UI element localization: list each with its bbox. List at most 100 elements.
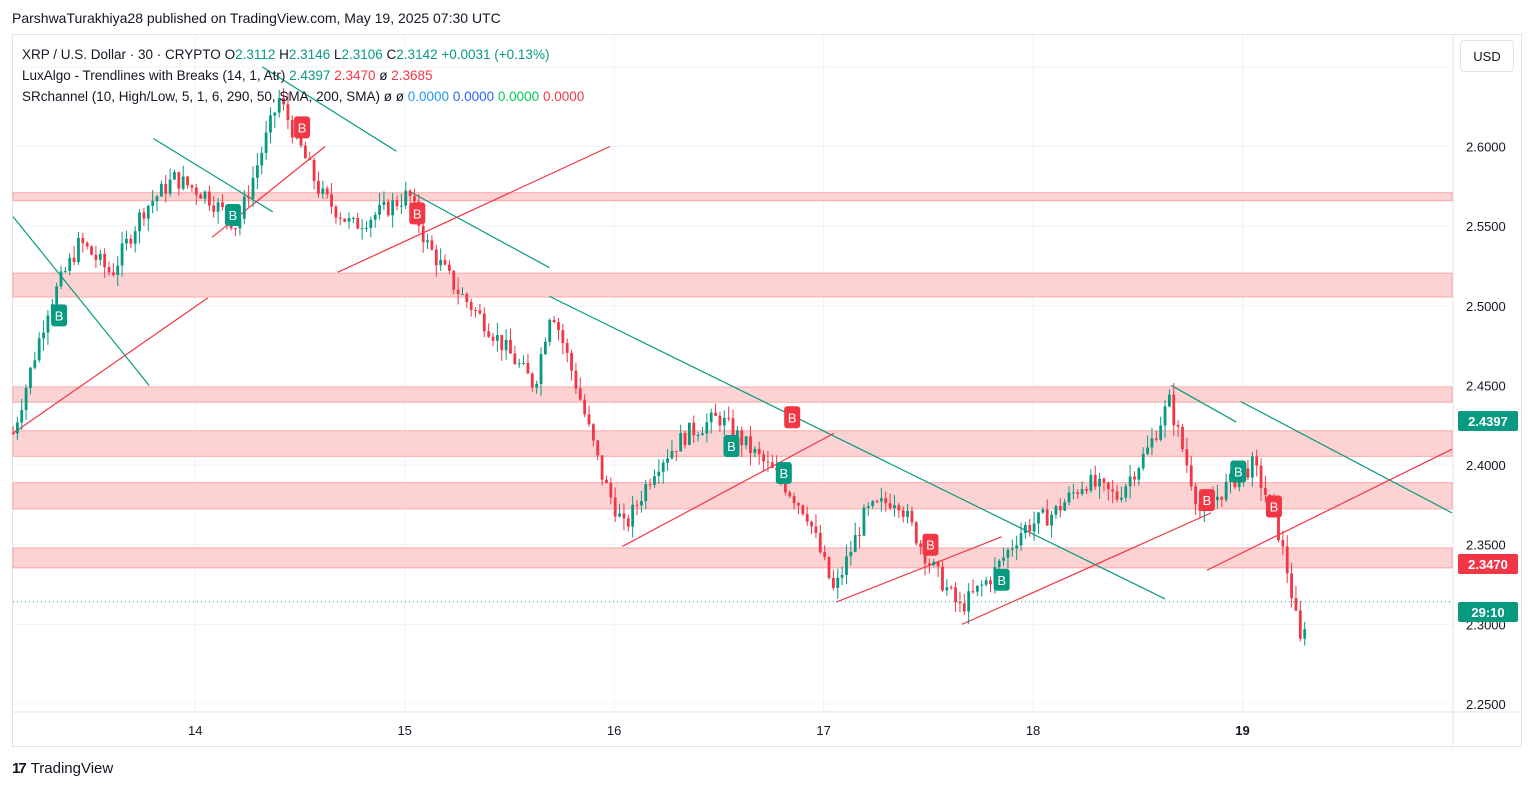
currency-button[interactable]: USD — [1460, 40, 1514, 72]
candle-body — [94, 254, 98, 260]
candle-body — [897, 505, 901, 511]
signal-badge-label: B — [55, 308, 64, 323]
candle-body — [735, 430, 739, 438]
luxalgo-row[interactable]: LuxAlgo - Trendlines with Breaks (14, 1,… — [22, 65, 584, 86]
high-value: 2.3146 — [288, 47, 331, 62]
candle-body — [72, 257, 76, 263]
candle-body — [718, 415, 722, 426]
candle-body — [862, 507, 866, 536]
candle-body — [138, 212, 141, 232]
srchannel-value-2: 0.0000 — [452, 89, 495, 104]
candle-body — [932, 561, 936, 566]
candle-body — [1111, 489, 1115, 492]
candle-body — [378, 204, 381, 215]
candle-body — [1246, 468, 1250, 478]
candle-body — [984, 580, 988, 585]
trendline-green — [261, 66, 397, 152]
candle-body — [1010, 548, 1014, 550]
candle-body — [386, 201, 390, 216]
trendline-green — [12, 216, 150, 386]
sell-signal-badge: B — [409, 202, 426, 225]
candle-body — [526, 362, 530, 374]
price-tick-label: 2.3500 — [1466, 538, 1506, 553]
luxalgo-name: LuxAlgo - Trendlines with Breaks (14, 1,… — [22, 68, 286, 83]
time-axis: 14 15 16 17 18 19 — [188, 723, 1250, 738]
candle-body — [1102, 478, 1106, 483]
candle-body — [120, 243, 124, 266]
candle-body — [277, 98, 281, 113]
candle-body — [622, 513, 626, 519]
candle-body — [1224, 481, 1228, 500]
candle-body — [391, 200, 395, 216]
candle-body — [696, 435, 700, 437]
candle-body — [142, 212, 146, 219]
candle-body — [321, 188, 325, 194]
candle-body — [282, 98, 285, 105]
buy-signal-badge: B — [775, 462, 792, 485]
candle-body — [33, 360, 37, 368]
signal-badge-label: B — [229, 208, 238, 223]
candle-body — [1037, 512, 1040, 524]
time-tick-label: 14 — [188, 723, 202, 738]
chart-legend: XRP / U.S. Dollar · 30 · CRYPTO O2.3112 … — [22, 44, 584, 107]
symbol-title[interactable]: XRP / U.S. Dollar · 30 · CRYPTO — [22, 47, 221, 62]
candle-body — [858, 535, 861, 537]
candle-body — [683, 433, 687, 445]
open-value: 2.3112 — [235, 47, 276, 62]
candle-body — [382, 201, 386, 205]
candle-body — [251, 177, 255, 199]
buy-signal-badge: B — [51, 304, 68, 327]
candle-body — [722, 417, 726, 426]
candle-body — [107, 267, 111, 273]
candle-body — [20, 410, 24, 423]
candle-body — [679, 433, 683, 452]
candle-body — [1189, 465, 1193, 487]
signal-badge-bg — [409, 202, 426, 225]
candle-body — [1264, 488, 1267, 495]
candle-body — [1054, 506, 1058, 515]
candle-body — [347, 218, 351, 222]
candle-body — [164, 183, 168, 194]
luxalgo-value-1: 2.4397 — [289, 68, 331, 83]
candle-body — [207, 191, 211, 206]
trendline-green — [548, 295, 1166, 600]
trendline-green — [408, 190, 550, 269]
candle-body — [517, 363, 521, 365]
candle-body — [1154, 438, 1158, 440]
candle-body — [338, 217, 342, 219]
candle-body — [308, 158, 312, 161]
candle-body — [1185, 449, 1189, 466]
candle-body — [766, 461, 770, 463]
candle-body — [1255, 456, 1259, 466]
candle-body — [666, 458, 669, 463]
candle-body — [871, 501, 875, 507]
candle-body — [1163, 406, 1167, 426]
candle-body — [77, 237, 80, 263]
candle-body — [303, 145, 307, 159]
luxalgo-value-3: 2.3685 — [391, 68, 433, 83]
candle-body — [173, 172, 176, 180]
candle-body — [1050, 514, 1053, 526]
srchannel-row[interactable]: SRchannel (10, High/Low, 5, 1, 6, 290, 5… — [22, 86, 584, 107]
candle-body — [910, 510, 914, 523]
candle-body — [845, 556, 848, 575]
candle-body — [190, 185, 194, 188]
candle-body — [1076, 492, 1080, 494]
low-value: 2.3106 — [341, 47, 383, 62]
candle-body — [591, 424, 595, 441]
candle-body — [866, 506, 870, 508]
candle-body — [853, 535, 857, 553]
tradingview-logo[interactable]: 17 TradingView — [12, 760, 113, 777]
chart-grid — [13, 35, 1522, 746]
candle-body — [42, 332, 45, 339]
candle-body — [954, 587, 957, 602]
candle-body — [203, 191, 207, 199]
candle-body — [55, 286, 59, 305]
candle-body — [1294, 598, 1298, 611]
candle-body — [1133, 476, 1136, 480]
candle-body — [753, 448, 757, 453]
candle-body — [399, 205, 403, 207]
candle-body — [797, 503, 800, 506]
candle-body — [557, 322, 560, 331]
